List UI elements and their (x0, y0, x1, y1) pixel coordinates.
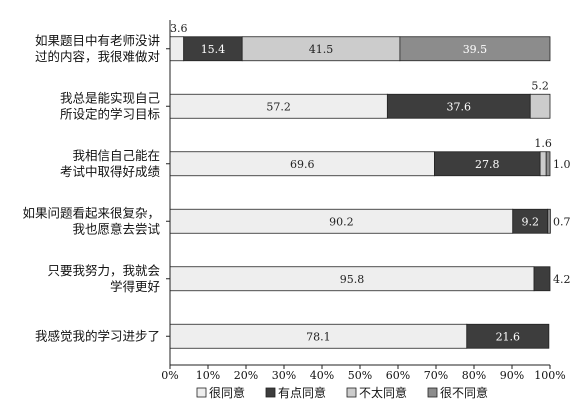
bar-segment-3-4 (545, 151, 551, 177)
category-label-5-2: 学得更好 (110, 279, 160, 294)
legend-label-1: 很同意 (209, 385, 245, 400)
legend-swatch-1 (196, 387, 207, 398)
data-label-1-2: 15.4 (201, 43, 226, 56)
category-label-4-2: 我也愿意去尝试 (72, 221, 160, 236)
data-label-3-2: 27.8 (475, 158, 500, 171)
legend: 很同意 有点同意 不太同意 很不同意 (196, 385, 488, 400)
x-tick-label-4: 30% (272, 369, 296, 382)
bars-layer: 3.6 15.4 41.5 39.5 57.2 37.6 5.2 69.6 27.8 1.61.0… (169, 22, 571, 349)
data-label-5-2: 4.2 (553, 273, 571, 286)
legend-swatch-3 (346, 387, 357, 398)
data-label-6-1: 78.1 (306, 330, 331, 343)
bar-segment-5-1 (169, 266, 535, 292)
category-label-3-2: 考试中取得好成绩 (60, 164, 161, 179)
bar-segment-4-2 (512, 208, 549, 234)
x-tick-label-1: 0% (161, 369, 178, 382)
category-label-3-1: 我相信自己能在 (72, 148, 160, 163)
data-label-1-1: 3.6 (170, 22, 188, 35)
x-axis: 0% 10% 20% 30% 40% 50% 60% 70% 80% 90% 100% (161, 20, 566, 382)
bar-segment-1-3 (241, 36, 401, 62)
legend-label-2: 有点同意 (278, 385, 326, 400)
x-tick-label-2: 10% (196, 369, 220, 382)
category-label-1-2: 过的内容，我很难做对 (35, 49, 160, 64)
x-tick-label-11: 100% (534, 369, 565, 382)
bar-segment-2-3 (529, 93, 551, 119)
bar-segment-4-4 (547, 208, 551, 234)
bar-segment-5-2 (533, 266, 551, 292)
data-label-4-2: 9.2 (521, 215, 539, 228)
bar-segment-1-2 (183, 36, 243, 62)
x-tick-label-9: 80% (462, 369, 486, 382)
category-labels: 如果题目中有老师没讲过的内容，我很难做对我总是能实现自己所设定的学习目标我相信自… (22, 33, 160, 344)
legend-swatch-4 (427, 387, 438, 398)
category-label-1-1: 如果题目中有老师没讲 (35, 33, 160, 48)
legend-label-4: 很不同意 (440, 385, 488, 400)
data-label-3-4: 1.0 (553, 158, 571, 171)
bar-segment-3-2 (434, 151, 541, 177)
data-label-2-3: 5.2 (531, 79, 549, 92)
data-label-3-1: 69.6 (290, 158, 315, 171)
data-label-2-1: 57.2 (266, 100, 291, 113)
category-label-5-1: 只要我努力，我就会 (47, 263, 160, 278)
bar-segment-2-2 (386, 93, 531, 119)
bar-segment-1-1 (169, 36, 185, 62)
data-label-6-2: 21.6 (496, 330, 521, 343)
data-label-2-2: 37.6 (447, 100, 472, 113)
legend-label-3: 不太同意 (359, 385, 407, 400)
x-tick-label-3: 20% (234, 369, 258, 382)
data-label-4-4: 0.7 (553, 215, 571, 228)
x-tick-label-8: 70% (424, 369, 448, 382)
data-label-5-1: 95.8 (340, 273, 365, 286)
x-tick-label-10: 90% (500, 369, 524, 382)
legend-swatch-2 (265, 387, 276, 398)
data-label-3-3: 1.6 (534, 137, 552, 150)
bar-segment-3-3 (539, 151, 547, 177)
data-label-1-3: 41.5 (309, 43, 334, 56)
category-label-2-2: 所设定的学习目标 (60, 106, 160, 121)
data-label-1-4: 39.5 (463, 43, 488, 56)
category-label-6-1: 我感觉我的学习进步了 (35, 328, 160, 343)
bar-segment-1-4 (399, 36, 551, 62)
category-label-2-1: 我总是能实现自己 (60, 90, 160, 105)
x-tick-label-5: 40% (310, 369, 334, 382)
x-tick-label-6: 50% (348, 369, 372, 382)
x-tick-label-7: 60% (386, 369, 410, 382)
data-label-4-1: 90.2 (329, 215, 354, 228)
bar-segment-6-2 (466, 323, 550, 349)
category-label-4-1: 如果问题看起来很复杂， (22, 205, 160, 220)
